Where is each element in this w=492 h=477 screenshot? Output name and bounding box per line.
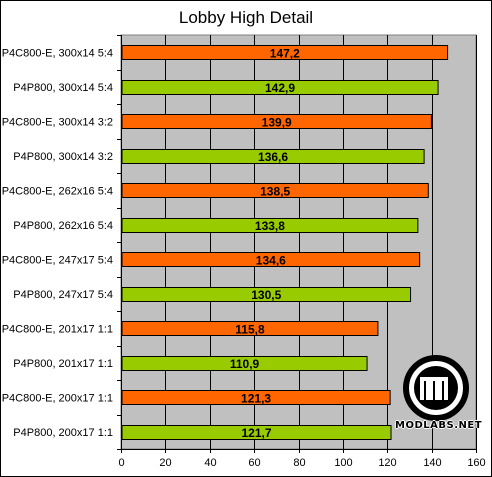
data-label: 138,5 [260, 184, 290, 198]
modlabs-logo-icon [403, 355, 469, 421]
bar [121, 287, 412, 302]
x-tick-label: 20 [159, 457, 171, 469]
bar [121, 149, 425, 164]
bar [121, 183, 429, 198]
x-tick-label: 40 [204, 457, 216, 469]
category-label: P4C800-E, 247x17 5:4 [2, 254, 113, 266]
x-tick-label: 0 [118, 457, 124, 469]
bar [121, 321, 379, 336]
x-tick-label: 80 [293, 457, 305, 469]
category-label: P4P800, 262x16 5:4 [13, 220, 113, 232]
data-label: 133,8 [255, 219, 285, 233]
category-label: P4P800, 300x14 5:4 [13, 82, 113, 94]
bar [121, 390, 391, 405]
data-label: 121,3 [241, 391, 271, 405]
data-label: 142,9 [265, 81, 295, 95]
bar [121, 114, 432, 129]
category-label: P4P800, 247x17 5:4 [13, 289, 113, 301]
category-label: P4P800, 300x14 3:2 [13, 151, 113, 163]
data-label: 134,6 [256, 253, 286, 267]
data-label: 121,7 [241, 426, 271, 440]
data-label: 147,2 [270, 46, 300, 60]
data-label: 136,6 [258, 150, 288, 164]
modlabs-watermark: MODLABS.NET [395, 355, 483, 440]
bar [121, 45, 449, 60]
bar [121, 80, 439, 95]
chart-title: Lobby High Detail [178, 8, 314, 27]
x-tick-label: 120 [378, 457, 396, 469]
bar [121, 218, 419, 233]
bar [121, 356, 368, 371]
x-tick-label: 100 [334, 457, 352, 469]
category-label: P4C800-E, 262x16 5:4 [2, 185, 113, 197]
x-tick-label: 160 [467, 457, 485, 469]
bar [121, 425, 392, 440]
category-label: P4C800-E, 200x17 1:1 [2, 392, 113, 404]
x-tick-label: 60 [248, 457, 260, 469]
watermark-text: MODLABS.NET [395, 420, 483, 431]
category-label: P4C800-E, 300x14 3:2 [2, 116, 113, 128]
data-label: 139,9 [262, 115, 292, 129]
data-label: 115,8 [235, 322, 265, 336]
data-label: 110,9 [230, 357, 260, 371]
category-label: P4C800-E, 201x17 1:1 [2, 323, 113, 335]
data-label: 130,5 [251, 288, 281, 302]
x-tick-label: 140 [423, 457, 441, 469]
bar [121, 252, 421, 267]
category-label: P4P800, 201x17 1:1 [13, 358, 113, 370]
category-label: P4C800-E, 300x14 5:4 [2, 47, 113, 59]
category-label: P4P800, 200x17 1:1 [13, 427, 113, 439]
